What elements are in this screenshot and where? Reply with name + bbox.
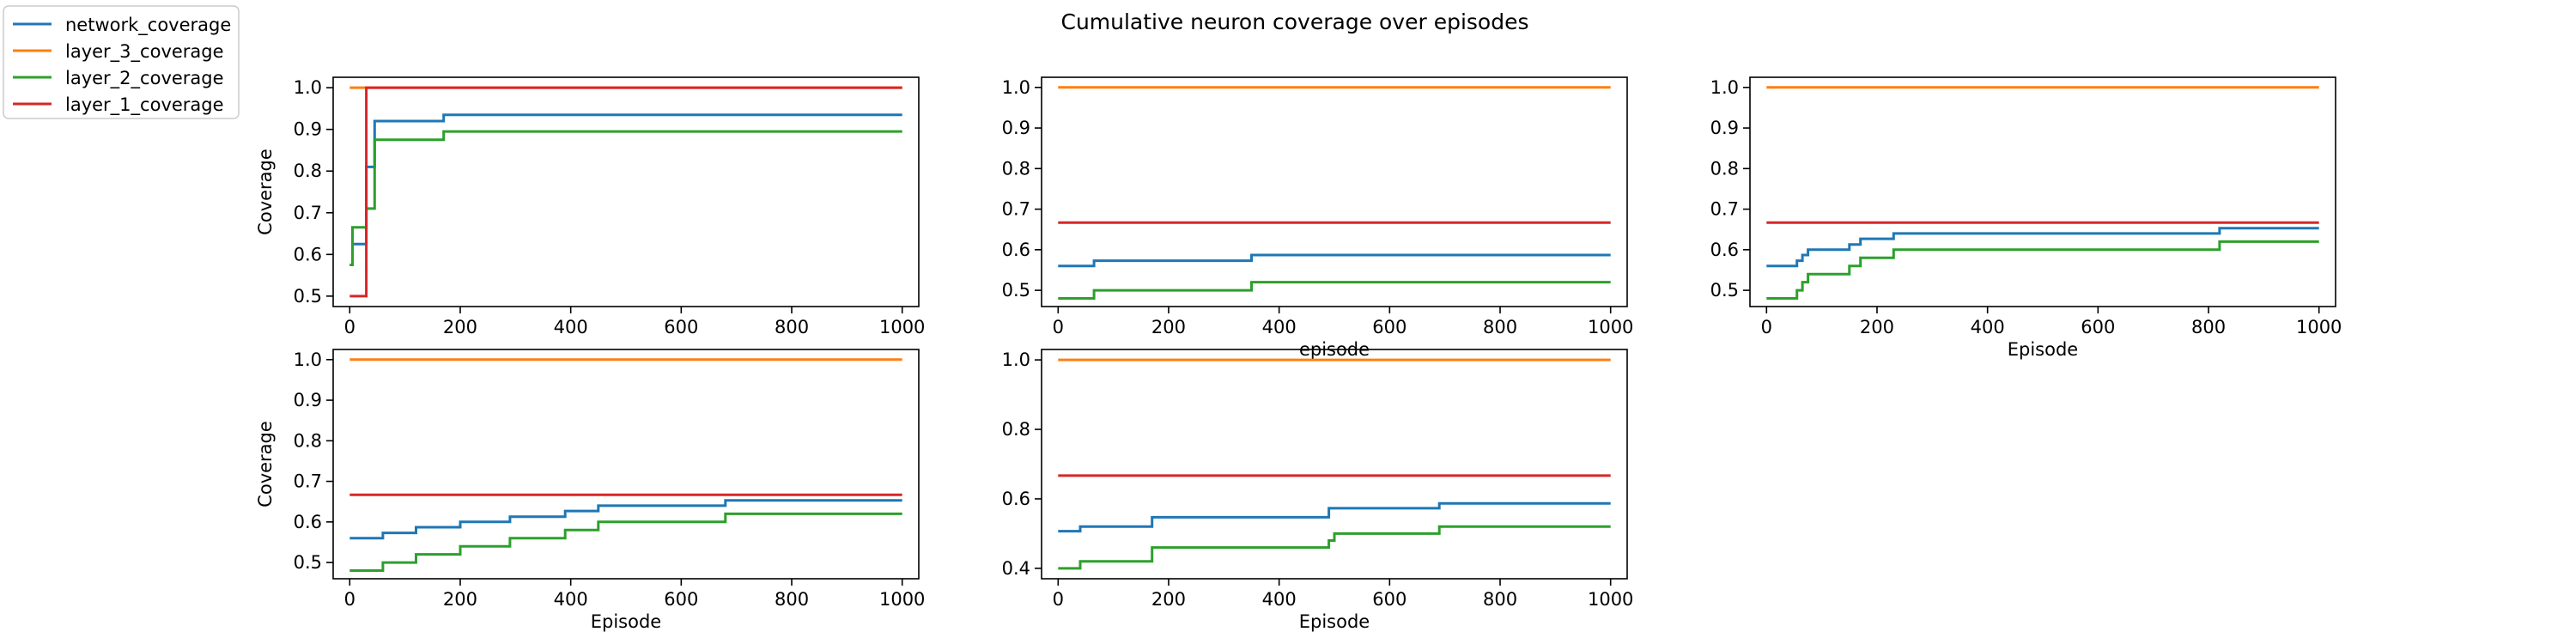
x-axis-label: Episode <box>1299 611 1370 632</box>
y-tick-label: 0.5 <box>1002 280 1030 301</box>
x-tick-label: 0 <box>1053 589 1064 610</box>
series-line-layer-2-coverage <box>1766 240 2319 300</box>
series-line-layer-2-coverage <box>1058 281 1611 300</box>
figure-title: Cumulative neuron coverage over episodes <box>1060 9 1528 34</box>
legend-label: layer_3_coverage <box>65 41 224 63</box>
y-tick-label: 1.0 <box>1710 77 1739 98</box>
y-tick-label: 0.7 <box>294 471 322 492</box>
legend-frame <box>3 5 240 119</box>
subplot-3: 0 200 400 600 800 1000 0.5 0.6 0.7 0.8 0.9 1.0 Episo… <box>1710 76 2342 360</box>
y-tick-label: 0.8 <box>1710 158 1739 179</box>
x-tick-label: 600 <box>1372 589 1406 610</box>
x-tick-label: 400 <box>554 589 588 610</box>
x-tick-label: 400 <box>1262 317 1297 337</box>
x-axis-label: Episode <box>591 611 661 632</box>
y-tick-label: 1.0 <box>1002 349 1030 370</box>
legend-label: network_coverage <box>65 15 231 36</box>
y-tick-label: 0.5 <box>294 552 322 573</box>
y-tick-label: 0.7 <box>294 203 322 223</box>
y-tick-label: 0.5 <box>294 286 322 307</box>
axes-frame <box>332 349 920 580</box>
y-tick-label: 0.7 <box>1002 199 1030 220</box>
x-tick-label: 400 <box>1971 317 2005 337</box>
y-axis-label: Coverage <box>255 149 276 235</box>
y-tick-label: 0.8 <box>1002 419 1030 440</box>
y-tick-label: 0.9 <box>294 119 322 140</box>
y-tick-label: 0.4 <box>1002 558 1030 579</box>
series-line-layer-2-coverage <box>349 512 902 572</box>
x-tick-label: 0 <box>344 317 355 337</box>
x-tick-label: 1000 <box>1588 589 1633 610</box>
y-tick-label: 0.6 <box>294 512 322 532</box>
x-tick-label: 200 <box>443 589 477 610</box>
y-tick-label: 0.9 <box>294 390 322 410</box>
legend-entry: layer_3_coverage <box>13 41 224 63</box>
x-tick-label: 600 <box>664 589 698 610</box>
x-tick-label: 800 <box>775 317 809 337</box>
x-tick-label: 1000 <box>1588 317 1633 337</box>
x-tick-label: 0 <box>1053 317 1064 337</box>
legend-label: layer_2_coverage <box>65 68 224 89</box>
y-tick-label: 1.0 <box>1002 77 1030 98</box>
subplot-4: 0 200 400 600 800 1000 0.5 0.6 0.7 0.8 0.9 1.0 Episo… <box>255 349 925 632</box>
subplots: 0 200 400 600 800 1000 0.5 0.6 0.7 0.8 0.9 1.0 Cover… <box>255 76 2342 632</box>
x-tick-label: 1000 <box>879 589 925 610</box>
y-tick-label: 0.7 <box>1710 199 1739 220</box>
y-tick-label: 0.8 <box>294 430 322 451</box>
x-tick-label: 600 <box>664 317 698 337</box>
x-tick-label: 0 <box>344 589 355 610</box>
subplot-5: 0 200 400 600 800 1000 0.4 0.6 0.8 1.0 Episode <box>1002 349 1633 632</box>
x-tick-label: 1000 <box>2296 317 2342 337</box>
y-tick-label: 0.9 <box>1002 118 1030 138</box>
x-tick-label: 200 <box>1151 317 1186 337</box>
axes-frame <box>1041 349 1628 580</box>
legend-entry: network_coverage <box>13 15 231 36</box>
x-tick-label: 800 <box>1483 317 1517 337</box>
x-tick-label: 600 <box>1372 317 1406 337</box>
x-tick-label: 800 <box>775 589 809 610</box>
y-tick-label: 0.9 <box>1710 118 1739 138</box>
series-line-layer-1-coverage <box>349 86 902 298</box>
series-line-network-coverage <box>1058 253 1611 268</box>
y-axis-label: Coverage <box>255 421 276 507</box>
x-tick-label: 400 <box>1262 589 1297 610</box>
legend-entry: layer_1_coverage <box>13 94 224 116</box>
series-line-layer-2-coverage <box>1058 525 1611 570</box>
x-axis-label: Episode <box>2008 339 2078 360</box>
y-tick-label: 0.8 <box>294 161 322 181</box>
axes-frame <box>332 76 920 307</box>
x-tick-label: 200 <box>1860 317 1894 337</box>
y-tick-label: 0.6 <box>1002 489 1030 509</box>
y-tick-label: 1.0 <box>294 349 322 370</box>
x-tick-label: 0 <box>1761 317 1772 337</box>
series-line-network-coverage <box>1058 501 1611 533</box>
series-line-network-coverage <box>1766 227 2319 268</box>
x-tick-label: 200 <box>1151 589 1186 610</box>
y-tick-label: 0.6 <box>1710 240 1739 260</box>
x-tick-label: 1000 <box>879 317 925 337</box>
legend: network_coverage layer_3_coverage layer_… <box>3 5 240 119</box>
y-tick-label: 0.6 <box>294 244 322 264</box>
series-line-network-coverage <box>349 499 902 540</box>
y-tick-label: 0.8 <box>1002 158 1030 179</box>
x-tick-label: 600 <box>2081 317 2115 337</box>
axes-frame <box>1041 76 1628 307</box>
y-tick-label: 1.0 <box>294 77 322 98</box>
axes-frame <box>1749 76 2336 307</box>
legend-label: layer_1_coverage <box>65 94 224 116</box>
x-tick-label: 400 <box>554 317 588 337</box>
y-tick-label: 0.5 <box>1710 280 1739 301</box>
x-tick-label: 800 <box>2191 317 2226 337</box>
legend-entry: layer_2_coverage <box>13 68 224 89</box>
subplot-1: 0 200 400 600 800 1000 0.5 0.6 0.7 0.8 0.9 1.0 Cover… <box>255 76 925 337</box>
series-line-layer-2-coverage <box>349 130 902 266</box>
x-tick-label: 800 <box>1483 589 1517 610</box>
x-tick-label: 200 <box>443 317 477 337</box>
y-tick-label: 0.6 <box>1002 240 1030 260</box>
